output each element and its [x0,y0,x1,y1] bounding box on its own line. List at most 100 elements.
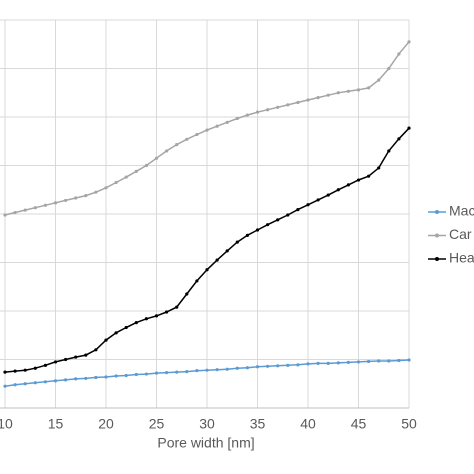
legend-marker [435,257,439,261]
point [336,91,340,95]
point [356,360,361,364]
point [276,364,280,368]
point [134,321,138,325]
point [43,203,48,207]
point [84,376,88,381]
point [3,384,7,388]
point [144,317,148,321]
point [215,124,219,128]
point [74,196,78,200]
legend-marker [435,210,439,214]
point [3,370,7,374]
point [23,382,27,386]
point [114,180,118,185]
point [165,310,169,314]
x-tick-label: 45 [351,416,367,432]
point [235,366,239,370]
point [94,190,98,194]
point [225,120,229,124]
point [306,203,310,207]
point [387,359,391,363]
point [33,206,37,210]
point [64,357,68,362]
point [346,360,350,365]
point [185,370,189,374]
point [205,368,209,372]
point [245,233,249,237]
point [336,188,340,192]
point [255,228,260,232]
point [74,355,78,359]
point [43,380,48,384]
point [235,116,239,121]
point [94,348,98,352]
point [326,93,330,97]
x-tick-label: 10 [0,416,13,432]
point [124,325,128,330]
point [296,208,300,212]
point [286,363,290,367]
point [346,89,350,93]
point [74,377,78,381]
point [154,371,159,375]
point [276,218,280,222]
point [316,198,320,202]
x-tick-label: 25 [149,416,165,432]
point [53,360,58,364]
point [104,375,108,379]
x-axis-label: Pore width [nm] [157,435,254,451]
point [195,369,199,373]
point [175,305,179,309]
point [286,103,290,107]
point [367,174,371,178]
point [53,201,58,205]
point [215,258,219,262]
point [397,137,401,141]
point [296,363,300,367]
point [387,149,391,153]
point [84,193,88,198]
legend-label: Mac [449,203,474,219]
point [33,366,37,370]
point [336,361,340,365]
point [266,108,270,112]
point [367,359,371,364]
point [397,358,401,363]
point [215,368,219,372]
point [326,361,330,365]
point [114,331,118,335]
point [175,143,179,147]
point [205,128,209,132]
point [165,370,169,375]
point [235,240,239,244]
point [296,100,300,105]
point [144,372,148,376]
point [134,372,138,377]
legend-label: Car [449,226,472,242]
point [326,193,330,197]
point [346,183,350,187]
point [13,369,17,373]
point [104,186,108,190]
point [407,40,411,44]
point [407,358,411,362]
point [175,370,179,374]
x-tick-label: 40 [300,416,316,432]
point [205,268,209,272]
point [3,213,7,217]
point [64,378,68,382]
point [33,381,37,385]
point [377,166,381,170]
point [124,373,128,378]
point [316,361,320,365]
x-tick-label: 50 [401,416,417,432]
point [154,314,159,318]
point [377,78,381,82]
point [23,368,27,372]
point [356,88,361,92]
point [306,98,310,102]
point [225,249,229,253]
point [84,353,88,357]
